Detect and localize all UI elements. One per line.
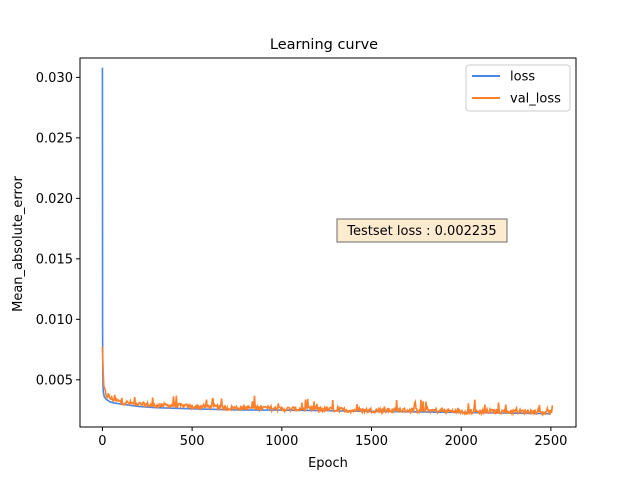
y-tick-label: 0.010	[36, 313, 73, 328]
y-tick-label: 0.020	[36, 192, 73, 207]
y-tick-label: 0.005	[36, 373, 73, 388]
legend-label-loss: loss	[510, 70, 535, 85]
y-axis-ticks: 0.005 0.010 0.015 0.020 0.025 0.030	[36, 71, 80, 388]
series-layer	[101, 67, 554, 417]
legend-label-val-loss: val_loss	[510, 92, 561, 107]
x-tick-label: 1500	[355, 434, 388, 449]
x-axis-ticks: 0 500 1000 1500 2000 2500	[98, 427, 567, 449]
y-tick-label: 0.030	[36, 71, 73, 86]
annotation-text: Testset loss : 0.002235	[346, 224, 496, 239]
legend: loss val_loss	[465, 64, 571, 112]
y-axis-label: Mean_absolute_error	[11, 175, 26, 311]
y-tick-label: 0.025	[36, 131, 73, 146]
x-axis-label: Epoch	[308, 456, 348, 471]
series-line-val-loss	[101, 346, 554, 417]
x-tick-label: 1000	[265, 434, 298, 449]
x-tick-label: 500	[180, 434, 205, 449]
x-tick-label: 0	[98, 434, 106, 449]
axes-frame	[79, 57, 577, 428]
chart-title: Learning curve	[270, 37, 378, 53]
x-tick-label: 2500	[534, 434, 567, 449]
annotation-box	[336, 218, 508, 243]
y-tick-label: 0.015	[36, 252, 73, 267]
testset-annotation: Testset loss : 0.002235	[336, 218, 508, 243]
x-tick-label: 2000	[445, 434, 478, 449]
